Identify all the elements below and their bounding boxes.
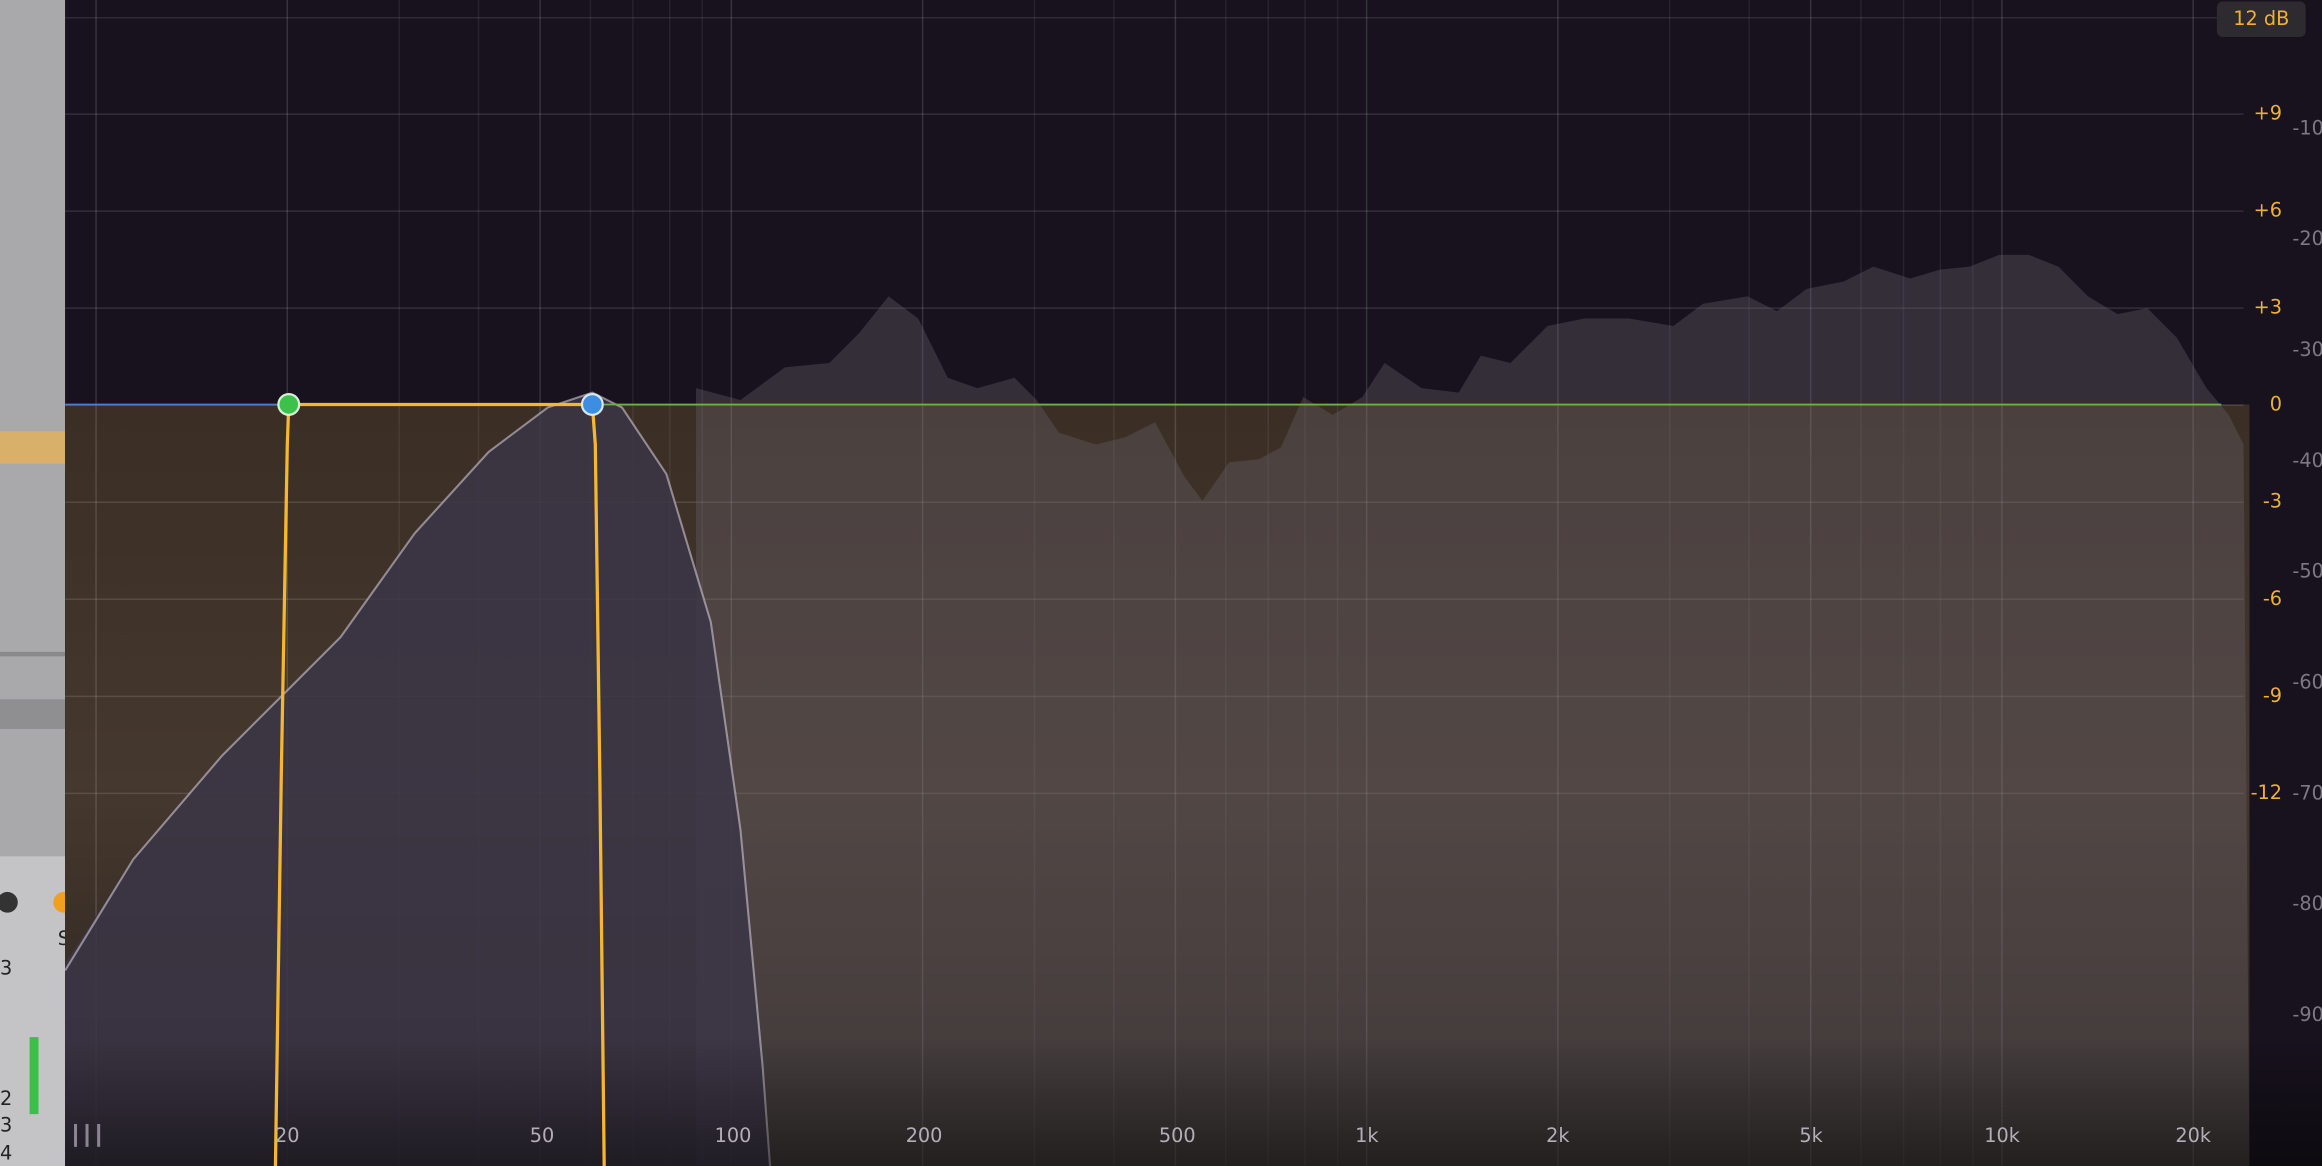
side-label: 4 [0,1142,12,1165]
analyzer-label: -10 [2292,116,2322,139]
freq-label: 100 [715,1124,752,1147]
analyzer-label: -40 [2292,449,2322,472]
analyzer-label: -90 [2292,1003,2322,1026]
analyzer-label: -50 [2292,560,2322,583]
analyzer-label: -60 [2292,671,2322,694]
gain-label: -12 [2251,781,2282,804]
gain-label: +9 [2254,102,2282,125]
freq-label: 2k [1546,1124,1570,1147]
gain-label: +3 [2254,296,2282,319]
side-meter [29,1037,39,1115]
side-track-highlight [0,431,66,464]
gain-label: -6 [2263,587,2282,610]
filter-node[interactable] [580,392,604,416]
side-label: 3 [0,1113,12,1136]
freq-label: 200 [906,1124,943,1147]
side-divider [0,651,66,657]
gain-label: 0 [2270,393,2282,416]
bottom-shade [65,1037,2322,1166]
gain-label: -9 [2263,684,2282,707]
analyzer-label: -70 [2292,781,2322,804]
piano-icon[interactable]: ┃┃┃ [70,1123,105,1147]
filter-node[interactable] [277,392,301,416]
freq-label: 500 [1159,1124,1196,1147]
analyzer-label: -30 [2292,338,2322,361]
freq-label: 20 [275,1124,299,1147]
spectrum [696,254,2250,1166]
freq-label: 5k [1799,1124,1823,1147]
band-region [65,392,771,1166]
side-button[interactable] [0,891,18,913]
freq-label: 20k [2175,1124,2211,1147]
range-button-label: 12 dB [2233,7,2289,30]
side-label: 2 [0,1087,12,1110]
response-curve [64,391,772,1166]
freq-label: 50 [530,1124,554,1147]
range-button[interactable] [2216,1,2306,38]
gain-label: -3 [2263,490,2282,513]
side-label: 3 [0,956,12,979]
freq-label: 1k [1355,1124,1379,1147]
analyzer-label: -80 [2292,892,2322,915]
labels: 20 50 100 200 500 1k 2k 5k 10k 20k +9 +6 +3 0 -3 -6 -9 -1… [275,102,2322,1147]
filter-curve [273,402,606,1166]
analyzer-label: -20 [2292,227,2322,250]
side-divider [0,699,66,729]
freq-label: 10k [1984,1124,2020,1147]
gain-label: +6 [2254,199,2282,222]
